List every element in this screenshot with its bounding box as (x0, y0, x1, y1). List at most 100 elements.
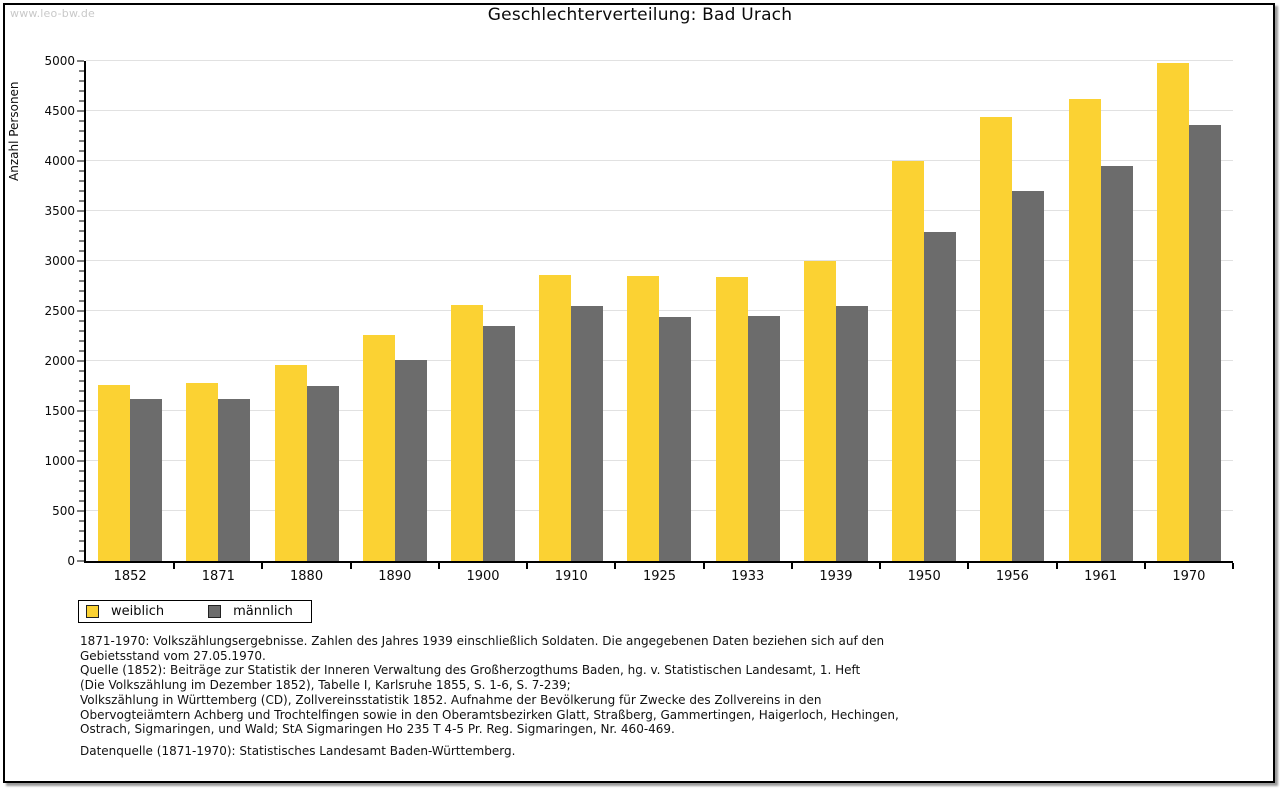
y-axis-major-tick (77, 110, 84, 112)
x-axis-tick (437, 563, 440, 569)
bar-group-1871 (174, 61, 262, 561)
bar-männlich-1890 (394, 360, 427, 561)
bar-männlich-1900 (483, 326, 516, 561)
y-axis-tick-label: 0 (67, 554, 75, 568)
bar-weiblich-1939 (803, 261, 836, 561)
y-axis-minor-tick (79, 80, 84, 82)
y-axis-minor-tick (79, 480, 84, 482)
bar-group-1910 (527, 61, 615, 561)
y-axis-minor-tick (79, 90, 84, 92)
y-axis-minor-tick (79, 220, 84, 222)
bar-männlich-1939 (835, 306, 868, 561)
x-axis-label-1970: 1970 (1172, 569, 1206, 584)
bar-weiblich-1933 (715, 277, 748, 561)
x-axis-tick (702, 563, 705, 569)
y-axis-tick-label: 1500 (44, 404, 75, 418)
bar-group-1950 (880, 61, 968, 561)
y-axis-minor-tick (79, 300, 84, 302)
x-axis-tick (349, 563, 352, 569)
y-axis-minor-tick (79, 430, 84, 432)
y-axis-major-tick (77, 160, 84, 162)
y-axis-minor-tick (79, 340, 84, 342)
bar-group-1880 (262, 61, 350, 561)
x-axis-tick (261, 563, 264, 569)
bar-männlich-1852 (130, 399, 163, 561)
y-axis-major-tick (77, 560, 84, 562)
y-axis-major-tick (77, 260, 84, 262)
y-axis-minor-tick (79, 150, 84, 152)
x-axis-label-1880: 1880 (290, 569, 324, 584)
y-axis-minor-tick (79, 470, 84, 472)
bar-weiblich-1880 (274, 365, 307, 561)
footnote-line: Ostrach, Sigmaringen, und Wald; StA Sigm… (80, 722, 675, 737)
bar-weiblich-1925 (627, 276, 660, 561)
y-axis-tick-label: 3000 (44, 254, 75, 268)
y-axis-minor-tick (79, 380, 84, 382)
y-axis-minor-tick (79, 320, 84, 322)
x-axis-tick (790, 563, 793, 569)
x-axis-label-1900: 1900 (466, 569, 500, 584)
chart-title: Geschlechterverteilung: Bad Urach (487, 5, 793, 25)
bar-weiblich-1956 (980, 117, 1013, 561)
x-axis-tick (879, 563, 882, 569)
x-axis-tick (614, 563, 617, 569)
y-axis-tick-label: 500 (52, 504, 75, 518)
x-axis-label-1890: 1890 (378, 569, 412, 584)
x-axis-label-1925: 1925 (642, 569, 677, 584)
bar-group-1925 (615, 61, 703, 561)
y-axis-minor-tick (79, 530, 84, 532)
bar-männlich-1961 (1100, 166, 1133, 561)
y-axis-minor-tick (79, 350, 84, 352)
y-axis-minor-tick (79, 120, 84, 122)
gridline-4500 (86, 110, 1233, 111)
x-axis-label-1852: 1852 (113, 569, 147, 584)
bar-weiblich-1900 (451, 305, 484, 561)
y-axis-major-tick (77, 60, 84, 62)
x-axis-tick (173, 563, 176, 569)
y-axis-tick-label: 4000 (44, 154, 75, 168)
footnote-line: 1871-1970: Volkszählungsergebnisse. Zahl… (80, 634, 885, 648)
bar-weiblich-1970 (1156, 63, 1189, 561)
x-axis-label-1961: 1961 (1084, 569, 1118, 584)
x-axis-label-1950: 1950 (907, 569, 941, 584)
bar-weiblich-1852 (98, 385, 131, 561)
y-axis-tick-label: 4500 (44, 104, 75, 118)
y-axis-major-tick (77, 410, 84, 412)
y-axis-minor-tick (79, 330, 84, 332)
x-axis-label-1939: 1939 (819, 569, 853, 584)
bar-männlich-1950 (924, 232, 957, 561)
y-axis-tick-label: 2000 (44, 354, 75, 368)
bar-group-1852 (86, 61, 174, 561)
y-axis-minor-tick (79, 500, 84, 502)
bar-weiblich-1871 (186, 383, 219, 561)
bar-weiblich-1950 (892, 161, 925, 561)
bar-group-1900 (439, 61, 527, 561)
gridline-4000 (86, 160, 1233, 161)
bar-weiblich-1890 (362, 335, 395, 561)
y-axis-minor-tick (79, 250, 84, 252)
watermark: www.leo-bw.de (10, 7, 96, 20)
y-axis-minor-tick (79, 130, 84, 132)
bar-männlich-1871 (218, 399, 251, 561)
y-axis-tick-label: 3500 (44, 204, 75, 218)
gridline-3000 (86, 260, 1233, 261)
y-axis-minor-tick (79, 70, 84, 72)
gridline-5000 (86, 60, 1233, 61)
bar-männlich-1910 (571, 306, 604, 561)
y-axis-minor-tick (79, 200, 84, 202)
y-axis-minor-tick (79, 170, 84, 172)
bar-group-1890 (351, 61, 439, 561)
y-axis-minor-tick (79, 190, 84, 192)
y-axis-major-tick (77, 460, 84, 462)
y-axis-minor-tick (79, 450, 84, 452)
y-axis-major-tick (77, 510, 84, 512)
bar-männlich-1880 (306, 386, 339, 561)
y-axis-major-tick (77, 360, 84, 362)
legend-label-weiblich: weiblich (111, 604, 165, 619)
y-axis-minor-tick (79, 270, 84, 272)
y-axis-tick-label: 1000 (44, 454, 75, 468)
y-axis-minor-tick (79, 520, 84, 522)
gridline-2500 (86, 310, 1233, 311)
y-axis-minor-tick (79, 540, 84, 542)
